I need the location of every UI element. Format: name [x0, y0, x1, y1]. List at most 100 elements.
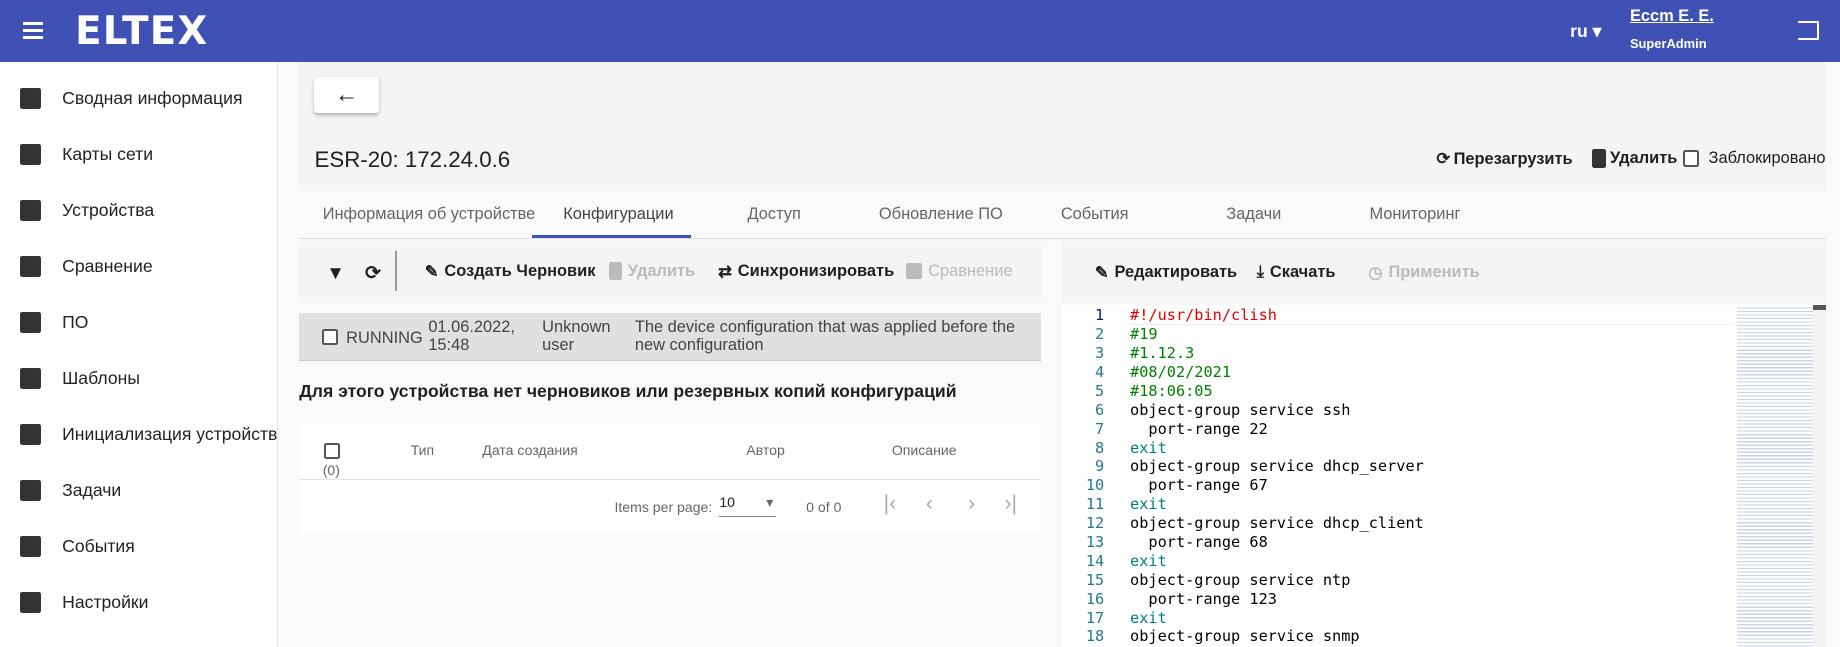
pencil-icon: ✎ — [424, 262, 439, 281]
items-per-page-value: 10 — [719, 494, 735, 511]
line-number: 13 — [1085, 532, 1105, 551]
line-number: 2 — [1095, 325, 1105, 344]
code-line: exit — [1130, 495, 1167, 514]
config-date: 01.06.2022, 15:48 — [428, 318, 515, 354]
refresh-icon[interactable]: ⟳ — [364, 261, 381, 283]
sidebar-item[interactable]: Шаблоны — [0, 351, 277, 405]
tab-configurations[interactable]: Конфигурации — [563, 205, 674, 224]
code-line: exit — [1130, 608, 1167, 627]
create-draft-button[interactable]: ✎ Создать Черновик — [425, 262, 596, 282]
tab-monitoring[interactable]: Мониторинг — [1369, 205, 1461, 224]
delete-config-label: Удалить — [627, 261, 696, 280]
language-value: ru — [1570, 21, 1588, 42]
line-number: 7 — [1095, 419, 1105, 438]
sidebar-item-label: Устройства — [62, 200, 155, 220]
locked-label: Заблокировано — [1708, 149, 1826, 168]
sidebar-item-label: Задачи — [62, 479, 122, 500]
column-author[interactable]: Автор — [746, 442, 785, 459]
line-number: 8 — [1095, 438, 1105, 457]
code-line: port-range 68 — [1130, 532, 1268, 551]
table-divider — [299, 478, 1041, 480]
config-editor[interactable]: 1 #!/usr/bin/clish 2 #19 3 #1.12.3 4 #08/02/202… — [1061, 305, 1826, 647]
sidebar-item[interactable]: События — [0, 519, 277, 573]
select-all-checkbox[interactable] — [323, 442, 341, 460]
sidebar-item-label: Сравнение — [62, 255, 153, 276]
page-title: ESR-20: 172.24.0.6 — [314, 146, 511, 172]
active-tab-indicator — [531, 234, 692, 239]
code-line: object-group service ntp — [1130, 570, 1351, 589]
init-icon — [19, 423, 42, 445]
wrench-icon — [19, 367, 42, 389]
last-page-icon[interactable]: ›| — [1004, 491, 1017, 515]
map-icon — [19, 143, 42, 166]
logout-icon[interactable] — [1797, 21, 1819, 40]
sidebar-item[interactable]: Карты сети — [0, 128, 277, 182]
software-icon — [19, 311, 42, 333]
swap-icon: ⇄ — [718, 262, 732, 281]
line-number: 4 — [1095, 362, 1105, 381]
user-role: SuperAdmin — [1629, 36, 1707, 52]
sync-button[interactable]: ⇄ Синхронизировать — [718, 262, 894, 282]
config-author: Unknown user — [542, 318, 611, 354]
edit-button[interactable]: ✎ Редактировать — [1095, 263, 1237, 283]
tab-firmware-update[interactable]: Обновление ПО — [878, 205, 1003, 224]
delete-label: Удалить — [1609, 149, 1678, 168]
tab-access[interactable]: Доступ — [747, 205, 801, 224]
sidebar-item[interactable]: Сравнение — [0, 239, 277, 293]
trash-icon — [1592, 149, 1607, 168]
toolbar-divider — [395, 251, 397, 291]
sidebar-item[interactable]: ПО — [0, 295, 277, 349]
editor-toolbar — [1061, 240, 1826, 303]
download-icon: ⤓ — [1256, 262, 1265, 281]
user-name-link[interactable]: Еccm Е. Е. — [1629, 7, 1714, 26]
tab-events[interactable]: События — [1060, 205, 1129, 224]
back-button[interactable]: ← — [314, 77, 380, 113]
line-number: 3 — [1095, 344, 1105, 363]
selected-count: (0) — [322, 462, 340, 479]
first-page-icon[interactable]: |‹ — [883, 491, 897, 515]
sidebar-item[interactable]: Сводная информация — [0, 72, 277, 126]
tab-tasks[interactable]: Задачи — [1226, 205, 1282, 224]
delete-config-button[interactable]: Удалить — [609, 262, 695, 281]
editor-scrollbar[interactable] — [1813, 305, 1826, 647]
sidebar-item[interactable]: Задачи — [0, 463, 277, 517]
sidebar-item[interactable]: Инициализация устройств — [0, 407, 277, 461]
code-line: port-range 22 — [1130, 419, 1268, 438]
line-number: 6 — [1095, 400, 1105, 419]
compare-label: Сравнение — [928, 261, 1013, 280]
download-button[interactable]: ⤓ Скачать — [1257, 263, 1336, 282]
locked-checkbox[interactable]: Заблокировано — [1682, 149, 1826, 168]
row-checkbox[interactable] — [321, 328, 338, 345]
settings-icon — [19, 591, 42, 613]
line-number: 5 — [1095, 381, 1105, 400]
menu-icon[interactable] — [23, 22, 44, 39]
running-config-row[interactable]: RUNNING 01.06.2022, 15:48 Unknown user T… — [299, 313, 1041, 362]
filter-add-icon[interactable]: ▼ — [326, 261, 345, 283]
code-line: exit — [1130, 551, 1167, 570]
column-description[interactable]: Описание — [891, 442, 957, 459]
sidebar-item[interactable]: Настройки — [0, 575, 277, 629]
line-number: 10 — [1085, 476, 1105, 495]
apply-button[interactable]: ◷ Применить — [1368, 263, 1479, 283]
compare-button[interactable]: Сравнение — [905, 261, 1013, 281]
column-created[interactable]: Дата создания — [482, 442, 578, 459]
line-number: 15 — [1085, 570, 1105, 589]
items-per-page-select[interactable]: 10 ▾ — [719, 494, 776, 518]
app-header: ELTEX ru ▾ Еccm Е. Е. SuperAdmin — [0, 0, 1840, 63]
sidebar-item[interactable]: Устройства — [0, 184, 277, 238]
line-number: 14 — [1085, 551, 1105, 570]
compare-icon — [19, 255, 42, 278]
delete-device-button[interactable]: Удалить — [1592, 149, 1677, 168]
trash-icon — [609, 262, 622, 280]
line-number: 11 — [1085, 495, 1105, 514]
history-icon: ◷ — [1368, 263, 1383, 282]
editor-minimap[interactable] — [1736, 305, 1813, 647]
reboot-button[interactable]: ⟳ Перезагрузить — [1436, 149, 1572, 169]
reboot-label: Перезагрузить — [1453, 149, 1573, 168]
next-page-icon[interactable]: › — [968, 491, 976, 515]
create-draft-label: Создать Черновик — [444, 262, 596, 281]
tab-device-info[interactable]: Информация об устройстве — [322, 205, 536, 224]
prev-page-icon[interactable]: ‹ — [925, 491, 933, 515]
language-select[interactable]: ru ▾ — [1570, 21, 1601, 42]
column-type[interactable]: Тип — [410, 442, 435, 459]
